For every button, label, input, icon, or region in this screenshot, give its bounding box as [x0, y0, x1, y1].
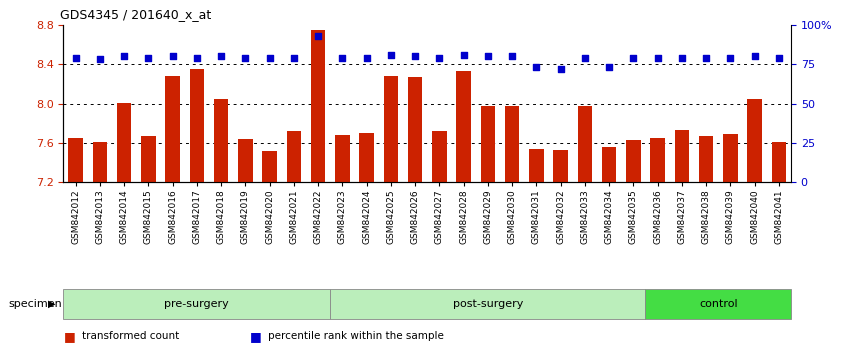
Text: control: control [699, 298, 738, 309]
Text: ▶: ▶ [48, 298, 56, 309]
Text: post-surgery: post-surgery [453, 298, 523, 309]
Point [166, 53, 179, 59]
Bar [432, 131, 447, 182]
Bar [69, 138, 83, 182]
Text: ■: ■ [63, 330, 75, 343]
Bar [456, 71, 471, 182]
Bar [335, 135, 349, 182]
Point [214, 53, 228, 59]
Point [675, 55, 689, 61]
Point [69, 55, 82, 61]
Point [118, 53, 131, 59]
Point [627, 55, 640, 61]
Bar [723, 134, 738, 182]
Bar [92, 142, 107, 182]
Text: ■: ■ [250, 330, 261, 343]
Point [505, 53, 519, 59]
Bar [165, 76, 180, 182]
Point [554, 66, 568, 72]
Text: specimen: specimen [8, 298, 63, 309]
Bar [214, 99, 228, 182]
Bar [602, 147, 617, 182]
FancyBboxPatch shape [645, 289, 791, 319]
Text: percentile rank within the sample: percentile rank within the sample [268, 331, 444, 341]
Bar [553, 150, 568, 182]
FancyBboxPatch shape [330, 289, 645, 319]
Bar [117, 103, 131, 182]
Point [263, 55, 277, 61]
Bar [190, 69, 204, 182]
Point [530, 64, 543, 70]
Point [409, 53, 422, 59]
Bar [626, 140, 640, 182]
Bar [529, 149, 544, 182]
Bar [747, 99, 762, 182]
Bar [651, 138, 665, 182]
Point [700, 55, 713, 61]
Point [481, 53, 495, 59]
Point [723, 55, 737, 61]
Point [190, 55, 204, 61]
Point [360, 55, 373, 61]
Bar [310, 30, 326, 182]
Point [287, 55, 300, 61]
Bar [141, 136, 156, 182]
Point [239, 55, 252, 61]
Point [311, 33, 325, 39]
Bar [674, 130, 689, 182]
Bar [505, 105, 519, 182]
Bar [262, 151, 277, 182]
Bar [287, 131, 301, 182]
Text: transformed count: transformed count [82, 331, 179, 341]
Point [432, 55, 446, 61]
Point [651, 55, 664, 61]
Bar [699, 136, 713, 182]
Point [772, 55, 786, 61]
Text: GDS4345 / 201640_x_at: GDS4345 / 201640_x_at [60, 8, 211, 21]
Bar [481, 107, 495, 182]
Point [457, 52, 470, 58]
Bar [578, 107, 592, 182]
Bar [408, 77, 422, 182]
Text: pre-surgery: pre-surgery [164, 298, 229, 309]
Point [602, 64, 616, 70]
Point [578, 55, 591, 61]
Bar [238, 139, 253, 182]
Point [141, 55, 155, 61]
Bar [360, 133, 374, 182]
Point [384, 52, 398, 58]
Point [748, 53, 761, 59]
Point [336, 55, 349, 61]
Bar [772, 142, 786, 182]
Bar [383, 76, 398, 182]
FancyBboxPatch shape [63, 289, 330, 319]
Point [93, 57, 107, 62]
